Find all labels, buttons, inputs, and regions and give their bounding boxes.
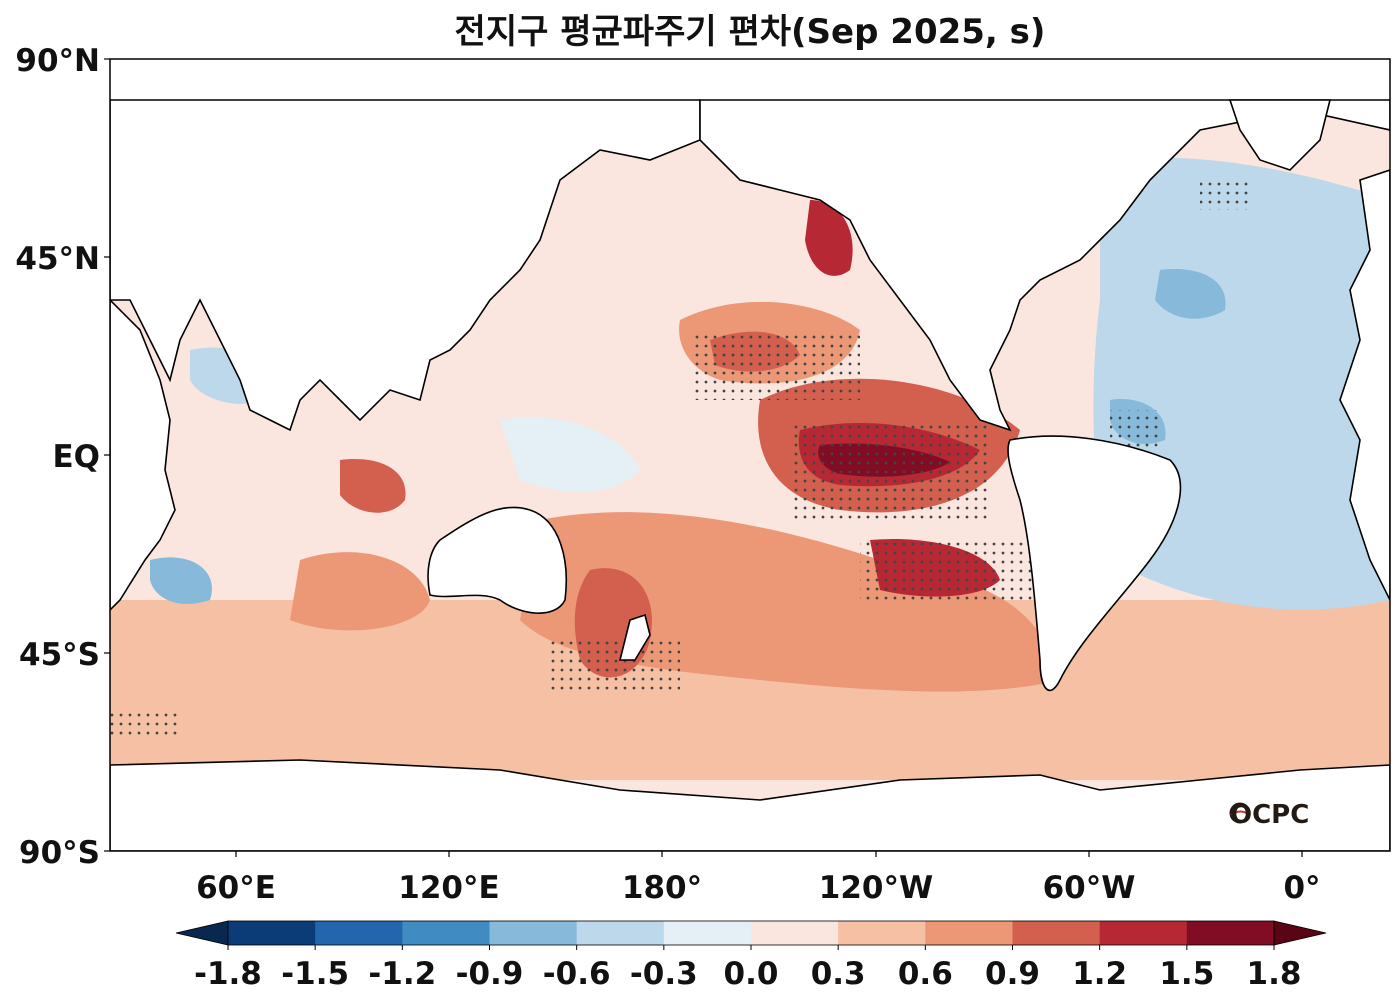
land-antarctica xyxy=(110,759,1390,851)
land-north-america xyxy=(699,99,1390,432)
latitude-axis: 90°N 45°N EQ 45°S 90°S xyxy=(15,43,110,871)
colorbar-segment xyxy=(751,921,839,945)
colorbar-segment xyxy=(1099,921,1188,945)
colorbar-tick-label: 0.3 xyxy=(811,956,866,992)
logo-swoosh-icon xyxy=(1230,810,1251,816)
land-australia xyxy=(427,506,568,614)
colorbar-tick-label: -1.2 xyxy=(368,956,436,992)
lon-label-60e: 60°E xyxy=(196,870,276,906)
lat-label-90s: 90°S xyxy=(19,835,100,871)
map-title: 전지구 평균파주기 편차(Sep 2025, s) xyxy=(454,12,1046,52)
colorbar-tick-label: -0.6 xyxy=(543,956,611,992)
lon-label-180: 180° xyxy=(622,870,702,906)
colorbar-segment xyxy=(489,921,578,945)
land-new-zealand xyxy=(618,613,651,661)
colorbar-segment xyxy=(838,921,926,945)
longitude-axis: 60°E 120°E 180° 120°W 60°W 0° xyxy=(196,851,1321,906)
land-south-america xyxy=(1007,435,1182,692)
colorbar-tick-label: 1.2 xyxy=(1072,956,1127,992)
lat-label-45n: 45°N xyxy=(15,241,100,277)
ocpc-logo: OCPC xyxy=(1229,800,1309,830)
lat-label-eq: EQ xyxy=(52,439,100,475)
lat-label-90n: 90°N xyxy=(15,43,100,79)
land-greenland xyxy=(1228,99,1332,171)
colorbar-tick-label: -0.3 xyxy=(630,956,698,992)
colorbar-tick-label: -1.5 xyxy=(281,956,349,992)
colorbar-tick-label: 1.8 xyxy=(1247,956,1302,992)
lon-label-120e: 120°E xyxy=(398,870,499,906)
significance-stipple-5 xyxy=(110,710,180,740)
atlantic-cool-2 xyxy=(1155,269,1226,319)
significance-stipple-3 xyxy=(860,540,1050,600)
logo-text: OCPC xyxy=(1230,800,1309,830)
lat-label-45s: 45°S xyxy=(19,637,100,673)
lon-label-120w: 120°W xyxy=(819,870,933,906)
south-indian-cool xyxy=(150,557,212,604)
lon-label-60w: 60°W xyxy=(1043,870,1136,906)
significance-stipple-1 xyxy=(790,420,990,520)
indian-ocean-warm-2 xyxy=(340,459,406,513)
land-europe-africa-west xyxy=(1339,169,1390,601)
land-eurasia-east xyxy=(110,99,701,432)
significance-stipple-4 xyxy=(550,640,680,690)
anomaly-field xyxy=(110,99,1390,851)
colorbar-tick-label: 0.6 xyxy=(898,956,953,992)
colorbar-segment xyxy=(925,921,1013,945)
colorbar-segment xyxy=(663,921,752,945)
colorbar-segment xyxy=(315,921,403,945)
significance-stipple-2 xyxy=(690,330,860,400)
colorbar-segment xyxy=(1012,921,1101,945)
indian-ocean-warm xyxy=(290,552,430,631)
colorbar-segment xyxy=(228,921,316,945)
land-africa-east xyxy=(110,298,176,612)
colorbar-tick-label: -0.9 xyxy=(456,956,524,992)
gulf-of-alaska-warm xyxy=(805,200,853,276)
significance-stipple-6 xyxy=(1110,410,1160,450)
colorbar-segment xyxy=(576,921,665,945)
lon-label-0: 0° xyxy=(1283,870,1320,906)
colorbar-segment xyxy=(1186,921,1275,945)
colorbar-over-extension xyxy=(1273,920,1327,946)
colorbar: -1.8 -1.5 -1.2 -0.9 -0.6 -0.3 0.0 0.3 0.6 0.9 1.2 1… xyxy=(175,920,1327,992)
significance-stipple-7 xyxy=(1200,180,1250,210)
colorbar-tick-label: 0.9 xyxy=(985,956,1040,992)
colorbar-tick-label: -1.8 xyxy=(194,956,262,992)
west-pacific-cool xyxy=(500,417,640,492)
colorbar-under-extension xyxy=(175,920,229,946)
colorbar-segment xyxy=(402,921,490,945)
logo-mark-icon xyxy=(1229,802,1251,824)
colorbar-tick-label: 1.5 xyxy=(1159,956,1214,992)
colorbar-tick-label: 0.0 xyxy=(724,956,779,992)
